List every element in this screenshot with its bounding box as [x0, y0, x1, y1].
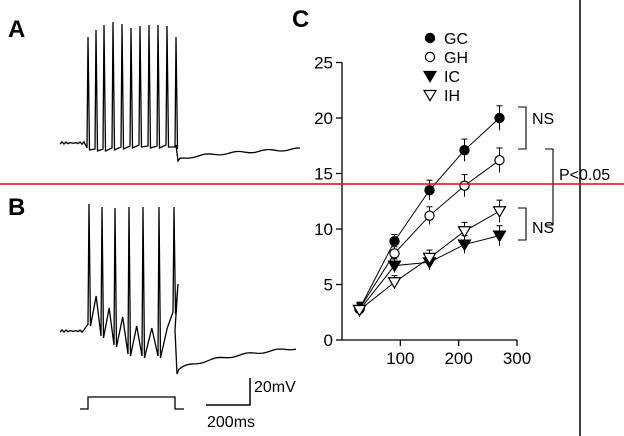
trace-panel-b: [59, 203, 297, 375]
annotation-p-value: P<0.05: [559, 167, 610, 184]
scale-bar: [206, 378, 251, 406]
series-line-ic: [359, 235, 500, 311]
data-point-gc: [459, 144, 470, 156]
data-point-ih: [457, 226, 472, 239]
data-point-gc: [424, 184, 435, 196]
y-tick-label: 20: [314, 109, 333, 128]
chart-panel-c: 0 5 10 15 20 25 100 200 300 GC GH IC IH NS NS P<0.05: [314, 31, 610, 368]
x-tick-label: 200: [444, 349, 472, 368]
bracket-p-value: [545, 148, 554, 226]
data-point-ih: [387, 277, 402, 290]
x-tick-label: 300: [503, 349, 531, 368]
data-point-ih: [492, 206, 507, 219]
annotation-ns-top: NS: [532, 111, 554, 128]
data-point-gc: [494, 112, 505, 124]
data-point-ic: [492, 230, 507, 243]
scale-voltage-label: 20mV: [254, 379, 296, 396]
y-tick-label: 15: [314, 165, 333, 184]
legend-label-gc: GC: [444, 31, 468, 48]
legend-label-gh: GH: [444, 50, 468, 67]
legend-marker-gc: [424, 32, 436, 44]
data-point-gh: [389, 248, 400, 259]
legend-marker-ic: [422, 70, 438, 83]
panel-label-a: A: [8, 16, 25, 43]
x-tick-label: 100: [386, 349, 414, 368]
trace-panel-a: [59, 21, 301, 163]
y-tick-label: 5: [324, 276, 333, 295]
annotation-ns-bottom: NS: [532, 220, 554, 237]
scale-time-label: 200ms: [207, 414, 255, 431]
panel-label-b: B: [8, 194, 25, 221]
y-tick-label: 25: [314, 54, 333, 73]
data-point-ic: [457, 239, 472, 252]
data-point-ih: [422, 252, 437, 265]
bracket-ns-top: [518, 106, 527, 150]
legend-marker-gh: [424, 51, 436, 63]
legend-marker-ih: [422, 89, 438, 102]
data-point-gc: [389, 236, 400, 247]
bracket-ns-bottom: [518, 207, 527, 241]
legend-label-ih: IH: [444, 88, 460, 105]
y-tick-label: 0: [324, 331, 333, 350]
data-point-gh: [459, 180, 470, 191]
data-point-gh: [494, 154, 505, 166]
legend-label-ic: IC: [444, 69, 460, 86]
data-point-ih: [352, 304, 367, 317]
y-tick-label: 10: [314, 220, 333, 239]
panel-label-c: C: [292, 6, 309, 33]
data-point-ic: [387, 260, 402, 273]
data-point-gh: [424, 210, 435, 221]
stimulus-step: [80, 396, 184, 410]
